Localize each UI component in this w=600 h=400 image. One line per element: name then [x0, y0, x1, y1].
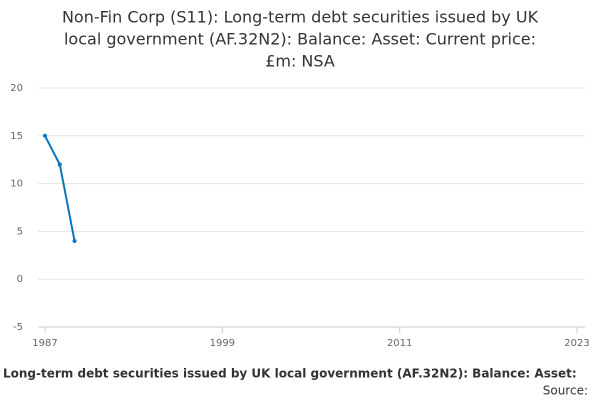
- source: Source:: [543, 384, 588, 398]
- y-tick-label: 15: [10, 131, 23, 142]
- x-tick-label: 1999: [210, 338, 235, 349]
- chart-title: Non-Fin Corp (S11): Long-term debt secur…: [62, 8, 539, 27]
- point: [57, 162, 62, 167]
- x-tick-label: 2011: [387, 338, 412, 349]
- y-tick-label: -5: [13, 322, 23, 333]
- y-tick-label: 5: [17, 226, 23, 237]
- x-tick-label: 2023: [564, 338, 589, 349]
- line: [44, 135, 76, 242]
- y-tick-label: 10: [10, 179, 23, 190]
- point: [72, 238, 77, 243]
- legend-entry: Long-term debt securities issued by UK l…: [3, 367, 577, 381]
- y-tick-label: 20: [10, 83, 23, 94]
- chart-title: £m: NSA: [265, 52, 335, 71]
- chart-title: local government (AF.32N2): Balance: Ass…: [64, 30, 536, 49]
- y-tick-label: 0: [17, 274, 23, 285]
- x-tick-label: 1987: [32, 338, 57, 349]
- point: [43, 133, 47, 138]
